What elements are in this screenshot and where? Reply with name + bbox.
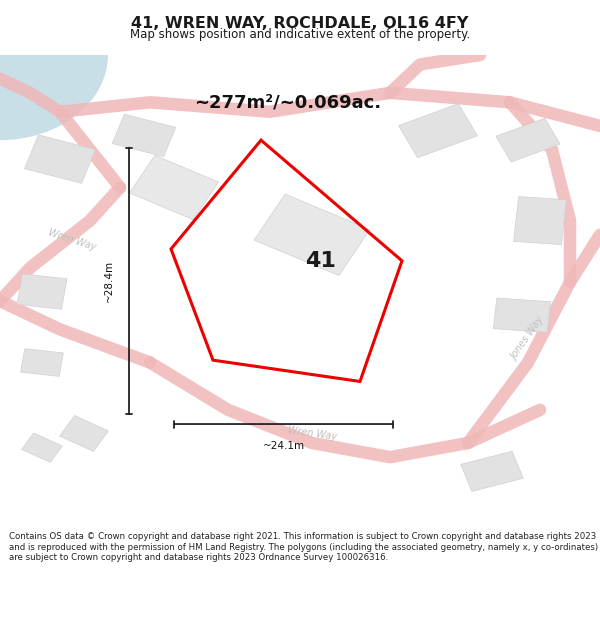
Text: ~277m²/~0.069ac.: ~277m²/~0.069ac.: [194, 93, 382, 111]
Text: 41: 41: [305, 251, 337, 271]
Polygon shape: [514, 196, 566, 244]
Polygon shape: [461, 451, 523, 491]
Text: Wren Way: Wren Way: [287, 425, 337, 442]
Polygon shape: [130, 156, 218, 219]
Text: 41, WREN WAY, ROCHDALE, OL16 4FY: 41, WREN WAY, ROCHDALE, OL16 4FY: [131, 16, 469, 31]
Text: Map shows position and indicative extent of the property.: Map shows position and indicative extent…: [130, 28, 470, 41]
Polygon shape: [25, 135, 95, 183]
Polygon shape: [398, 104, 478, 158]
Text: Contains OS data © Crown copyright and database right 2021. This information is : Contains OS data © Crown copyright and d…: [9, 532, 598, 562]
Polygon shape: [17, 274, 67, 309]
Polygon shape: [22, 433, 62, 462]
Polygon shape: [493, 298, 551, 332]
Text: ~28.4m: ~28.4m: [104, 260, 114, 302]
Polygon shape: [112, 114, 176, 157]
Text: Jones Way: Jones Way: [509, 316, 547, 362]
Text: ~24.1m: ~24.1m: [262, 441, 305, 451]
Polygon shape: [59, 416, 109, 451]
Text: Wren Way: Wren Way: [47, 227, 97, 252]
Polygon shape: [20, 349, 64, 376]
Polygon shape: [496, 118, 560, 162]
Wedge shape: [0, 55, 108, 140]
Polygon shape: [254, 194, 370, 276]
